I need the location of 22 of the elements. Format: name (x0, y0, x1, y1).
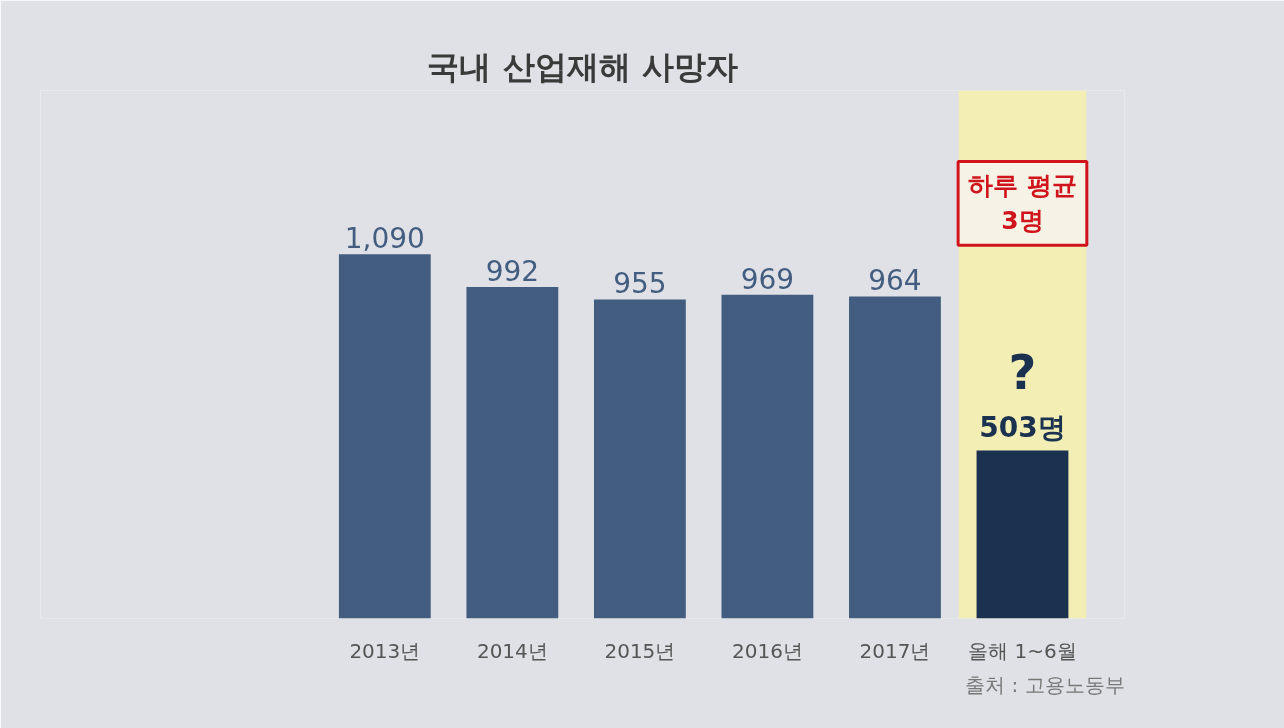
data-label: 1,090 (344, 222, 425, 256)
x-tick-label: 2015년 (604, 638, 676, 663)
bar (721, 294, 814, 619)
data-label: 964 (868, 264, 922, 298)
chart-title: 국내 산업재해 사망자 (427, 47, 738, 86)
annotation: ? (1008, 344, 1037, 401)
x-tick-label: 2013년 (349, 638, 421, 663)
data-label: 992 (485, 255, 540, 289)
source-note: 출처 : 고용노동부 (965, 672, 1125, 697)
data-label: 955 (613, 267, 667, 301)
bar (338, 254, 431, 619)
bar (976, 450, 1069, 619)
x-tick-label: 2014년 (476, 638, 548, 663)
x-tick-label: 올해 1~6월 (968, 638, 1077, 663)
data-label: 969 (740, 262, 795, 296)
data-label: 503명 (979, 411, 1066, 445)
x-tick-label: 2017년 (859, 638, 931, 663)
bar (466, 287, 559, 619)
bar (593, 299, 686, 619)
text: 하루 평균 3명 (968, 171, 1077, 236)
x-tick-label: 2016년 (731, 638, 803, 663)
bar (849, 296, 941, 619)
